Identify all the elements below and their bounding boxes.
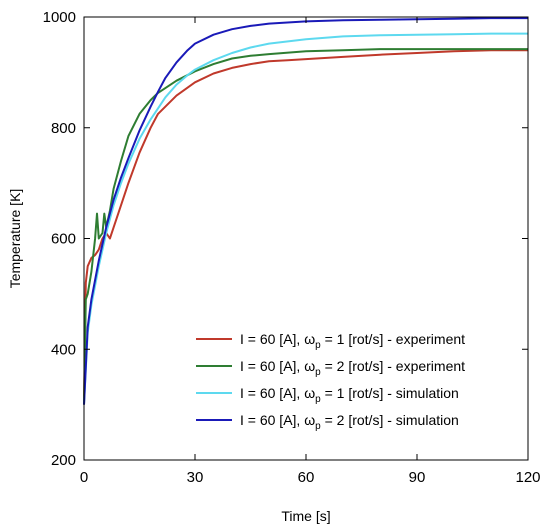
series-line-3 <box>83 32 528 405</box>
x-axis-label: Time [s] <box>281 508 330 524</box>
y-tick-label: 1000 <box>43 9 76 26</box>
legend-label-2: I = 60 [A], ωp = 2 [rot/s] - experiment <box>240 358 465 378</box>
legend-label-4: I = 60 [A], ωp = 2 [rot/s] - simulation <box>240 412 459 432</box>
y-tick-label: 800 <box>51 120 76 137</box>
x-tick-label: 30 <box>187 469 204 486</box>
y-tick-label: 400 <box>51 341 76 358</box>
y-tick-label: 600 <box>51 231 76 248</box>
x-tick-label: 0 <box>80 469 88 486</box>
x-tick-label: 90 <box>409 469 426 486</box>
series-line-1 <box>83 49 528 405</box>
legend: I = 60 [A], ωp = 1 [rot/s] - experiment I… <box>196 331 465 432</box>
ticks-layer: 0 30 60 90 120 200 400 600 800 1000 <box>43 9 541 486</box>
x-tick-label: 60 <box>298 469 315 486</box>
y-axis-label: Temperature [K] <box>7 189 23 289</box>
legend-label-3: I = 60 [A], ωp = 1 [rot/s] - simulation <box>240 385 459 405</box>
y-tick-label: 200 <box>51 452 76 469</box>
series-layer <box>83 17 528 405</box>
legend-label-1: I = 60 [A], ωp = 1 [rot/s] - experiment <box>240 331 465 351</box>
series-line-4 <box>83 17 528 405</box>
series-line-2 <box>83 48 528 405</box>
x-tick-label: 120 <box>515 469 540 486</box>
